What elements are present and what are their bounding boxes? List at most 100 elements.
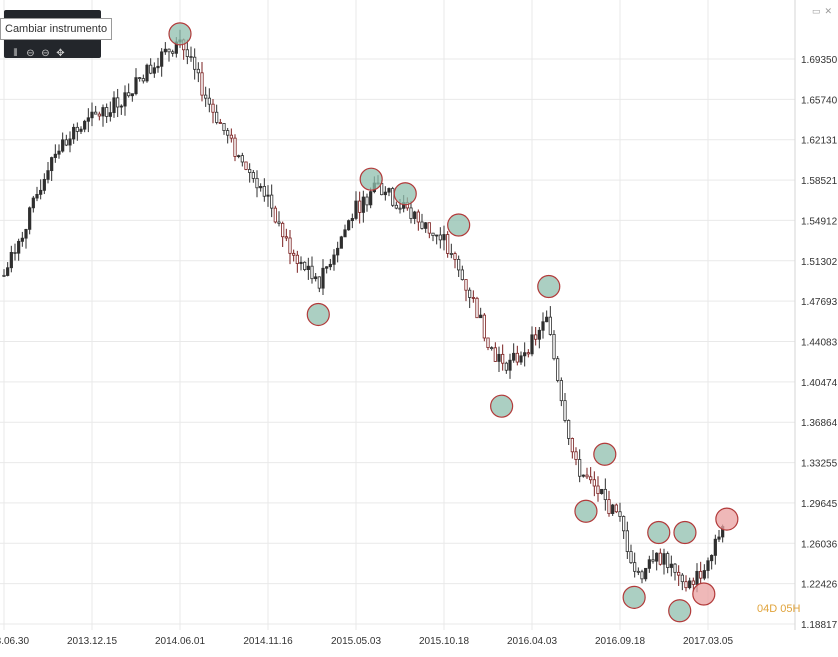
candle-body	[603, 488, 607, 501]
candle-body	[75, 126, 79, 132]
candle-body	[251, 172, 255, 179]
close-icon[interactable]: ✕	[824, 6, 832, 16]
change-instrument-button[interactable]: Cambiar instrumento	[0, 18, 113, 40]
candle-body	[611, 504, 615, 514]
candle-body	[288, 237, 292, 254]
candle-body	[134, 77, 138, 95]
candle-body	[259, 186, 263, 189]
candle-body	[570, 438, 574, 453]
candle-body	[537, 329, 541, 340]
candle-body	[684, 581, 688, 589]
candle-body	[112, 97, 116, 114]
candle-body	[189, 56, 193, 58]
candle-body	[515, 352, 519, 363]
signal-marker	[668, 599, 692, 623]
candle-body	[314, 276, 318, 280]
x-tick-label: 2017.03.05	[683, 636, 733, 647]
y-tick-label: 1.69350	[801, 55, 838, 66]
candle-body	[673, 563, 677, 573]
zoom-out-icon[interactable]: ⊖	[26, 48, 35, 59]
candle-body	[435, 234, 439, 237]
signal-marker	[647, 520, 671, 545]
candle-body	[471, 297, 475, 299]
candle-body	[321, 267, 325, 289]
candle-body	[200, 72, 204, 96]
candle-body	[123, 92, 127, 107]
candle-body	[457, 259, 461, 271]
candle-body	[449, 253, 453, 255]
candle-body	[655, 552, 659, 562]
candle-body	[442, 234, 446, 241]
candle-body	[20, 237, 24, 242]
y-tick-label: 1.36864	[801, 418, 838, 429]
move-icon[interactable]: ✥	[56, 48, 65, 59]
signal-marker	[715, 507, 739, 531]
candle-body	[347, 220, 351, 231]
y-tick-label: 1.62131	[801, 136, 838, 147]
candle-body	[303, 261, 307, 270]
candle-body	[35, 193, 39, 199]
candle-body	[295, 254, 299, 264]
candle-body	[108, 112, 112, 117]
candle-body	[116, 97, 120, 108]
candle-body	[486, 337, 490, 348]
candle-body	[244, 161, 248, 170]
candle-body	[317, 276, 321, 289]
candle-body	[504, 362, 508, 371]
candle-body	[651, 559, 655, 562]
candle-body	[270, 194, 274, 209]
candle-body	[262, 186, 266, 197]
signal-marker	[306, 302, 330, 327]
candle-body	[13, 252, 17, 254]
y-tick-label: 1.22426	[801, 580, 838, 591]
signal-marker	[490, 394, 514, 418]
candle-body	[530, 334, 534, 355]
candle-body	[493, 347, 497, 362]
candle-body	[640, 571, 644, 580]
crosshair-bars-icon[interactable]: ⦀	[13, 48, 18, 59]
candle-body	[215, 111, 219, 123]
signal-marker	[574, 499, 598, 523]
candle-body	[248, 169, 252, 173]
candle-body	[156, 65, 160, 69]
candle-body	[273, 207, 277, 223]
candle-body	[160, 51, 164, 67]
candle-body	[713, 538, 717, 556]
x-tick-label: 2015.10.18	[419, 636, 469, 647]
signal-marker	[359, 167, 383, 191]
candle-body	[607, 499, 611, 514]
candle-body	[413, 211, 417, 219]
candle-body	[596, 485, 600, 494]
candle-body	[427, 222, 431, 234]
candle-body	[519, 355, 523, 363]
candle-body	[706, 560, 710, 571]
candle-body	[17, 240, 21, 254]
candle-body	[57, 150, 61, 155]
candle-body	[658, 552, 662, 565]
candle-body	[171, 51, 175, 54]
candle-body	[662, 553, 666, 565]
candle-body	[72, 126, 76, 140]
zoom-out-alt-icon[interactable]: ⊖	[41, 48, 50, 59]
candle-body	[61, 139, 65, 152]
candle-body	[633, 562, 637, 572]
candle-body	[677, 571, 681, 576]
candle-body	[281, 222, 285, 238]
candle-body	[6, 267, 10, 276]
candle-body	[2, 274, 6, 277]
candle-body	[567, 420, 571, 439]
candle-body	[508, 359, 512, 371]
candle-body	[431, 232, 435, 236]
candle-body	[622, 516, 626, 532]
candle-body	[68, 138, 72, 146]
restore-icon[interactable]: ▭	[811, 6, 821, 16]
candle-body	[383, 191, 387, 196]
candle-body	[629, 551, 633, 564]
candle-body	[475, 297, 479, 319]
candle-body	[39, 189, 43, 195]
candle-body	[391, 188, 395, 206]
candle-body	[680, 574, 684, 583]
x-tick-label: 2016.04.03	[507, 636, 557, 647]
